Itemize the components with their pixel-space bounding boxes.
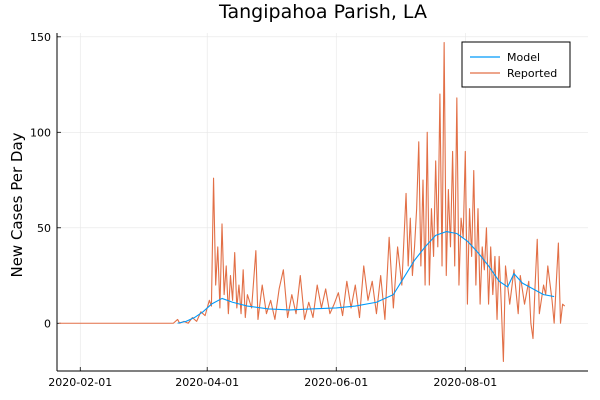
tick-labels: 2020-02-01 2020-04-01 2020-06-01 2020-08-01… [30,31,497,389]
axes [56,33,588,372]
series [59,42,566,362]
y-tick-label: 150 [30,31,51,44]
series-line-model [177,231,555,324]
x-tick-label: 2020-06-01 [304,376,368,389]
legend-label-model: Model [507,51,540,64]
y-tick-label: 100 [30,126,51,139]
chart-title: Tangipahoa Parish, LA [218,1,427,23]
legend-box [461,41,571,88]
y-axis-label: New Cases Per Day [8,132,26,277]
y-tick-label: 50 [37,222,51,235]
y-tick-label: 0 [44,317,51,330]
series-line-reported [59,42,566,362]
x-tick-label: 2020-02-01 [48,376,112,389]
x-tick-label: 2020-04-01 [175,376,239,389]
x-tick-label: 2020-08-01 [433,376,497,389]
legend: Model Reported [461,41,571,88]
legend-label-reported: Reported [507,67,557,80]
